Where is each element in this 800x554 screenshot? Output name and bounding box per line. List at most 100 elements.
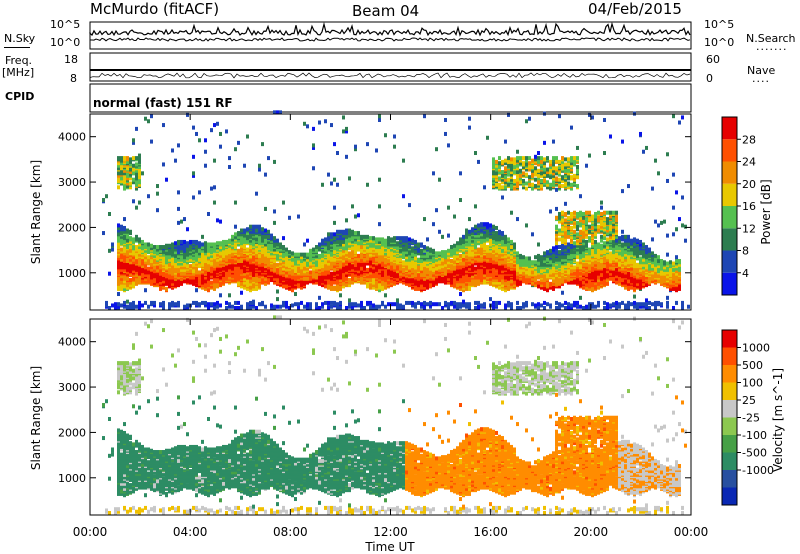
power-cell	[138, 159, 141, 164]
power-cell	[129, 306, 132, 310]
power-cell	[156, 256, 159, 261]
power-cell	[177, 239, 180, 244]
power-cell	[429, 300, 432, 305]
power-cell	[339, 293, 342, 298]
power-cell	[351, 252, 354, 257]
power-cell	[492, 164, 495, 169]
power-cell	[132, 171, 135, 176]
power-cell	[153, 245, 156, 250]
power-cell	[504, 280, 507, 285]
power-cell	[447, 302, 450, 307]
power-cell	[459, 245, 462, 250]
power-cell	[279, 110, 282, 115]
power-cell	[501, 177, 504, 182]
power-cell	[249, 245, 252, 250]
power-cell	[462, 266, 465, 271]
power-cell	[273, 276, 276, 281]
power-cell	[327, 241, 330, 246]
power-cell	[531, 276, 534, 281]
power-cell	[135, 126, 138, 131]
power-cell	[369, 248, 372, 253]
power-cell	[114, 302, 117, 307]
power-cell	[252, 264, 255, 269]
power-cell	[327, 300, 330, 305]
power-cell	[207, 279, 210, 284]
power-cell	[207, 211, 210, 216]
power-cell	[477, 300, 480, 305]
power-cell	[495, 255, 498, 260]
power-cell	[333, 285, 336, 290]
power-cell	[513, 269, 516, 274]
power-cell	[372, 236, 375, 241]
power-cell	[294, 252, 297, 257]
power-cell	[246, 275, 249, 280]
power-cell	[270, 236, 273, 241]
power-cell	[225, 250, 228, 255]
power-cell	[276, 247, 279, 252]
power-cell	[156, 247, 159, 252]
power-cell	[378, 114, 381, 119]
power-cell	[393, 144, 396, 149]
power-cell	[156, 208, 159, 213]
power-cell	[288, 250, 291, 255]
power-cell	[192, 125, 195, 130]
power-cell	[252, 299, 255, 304]
power-cell	[393, 302, 396, 307]
power-cell	[330, 232, 333, 237]
power-cell	[129, 185, 132, 190]
power-cell	[525, 162, 528, 167]
power-cell	[351, 280, 354, 285]
power-cell	[303, 280, 306, 285]
power-cell	[408, 278, 411, 283]
power-cell	[531, 302, 534, 307]
power-cell	[516, 306, 519, 310]
power-cell	[132, 156, 135, 161]
power-cell	[147, 261, 150, 266]
power-cell	[327, 250, 330, 255]
power-cell	[228, 264, 231, 269]
power-cell	[177, 206, 180, 211]
power-cell	[255, 253, 258, 258]
power-cell	[291, 261, 294, 266]
power-cell	[183, 265, 186, 270]
power-cell	[258, 167, 261, 172]
power-cell	[120, 161, 123, 166]
power-cell	[264, 234, 267, 239]
power-cell	[354, 147, 357, 152]
power-cell	[369, 272, 372, 277]
power-cell	[231, 262, 234, 267]
power-cell	[156, 260, 159, 265]
power-cell	[249, 247, 252, 252]
power-cell	[402, 260, 405, 265]
power-cell	[117, 161, 120, 166]
power-cell	[330, 271, 333, 276]
power-cell	[303, 276, 306, 281]
power-cell	[495, 303, 498, 308]
power-cell	[153, 257, 156, 262]
power-cell	[354, 262, 357, 267]
power-cell	[387, 242, 390, 247]
power-cell	[519, 161, 522, 166]
power-cell	[492, 262, 495, 267]
power-cell	[516, 170, 519, 175]
power-cell	[468, 236, 471, 241]
power-cell	[477, 278, 480, 283]
power-cell	[495, 171, 498, 176]
power-cell	[372, 306, 375, 310]
power-cell	[441, 264, 444, 269]
power-cell	[324, 237, 327, 242]
power-cell	[195, 279, 198, 284]
power-cell	[444, 117, 447, 122]
power-cell	[453, 271, 456, 276]
power-cell	[366, 276, 369, 281]
power-cell	[408, 261, 411, 266]
power-cell	[417, 285, 420, 290]
power-cell	[525, 272, 528, 277]
power-cell	[258, 238, 261, 243]
power-cell	[498, 300, 501, 305]
power-cell	[516, 278, 519, 283]
power-cell	[195, 265, 198, 270]
power-cell	[276, 304, 279, 309]
power-cell	[360, 270, 363, 275]
power-cell	[483, 185, 486, 190]
